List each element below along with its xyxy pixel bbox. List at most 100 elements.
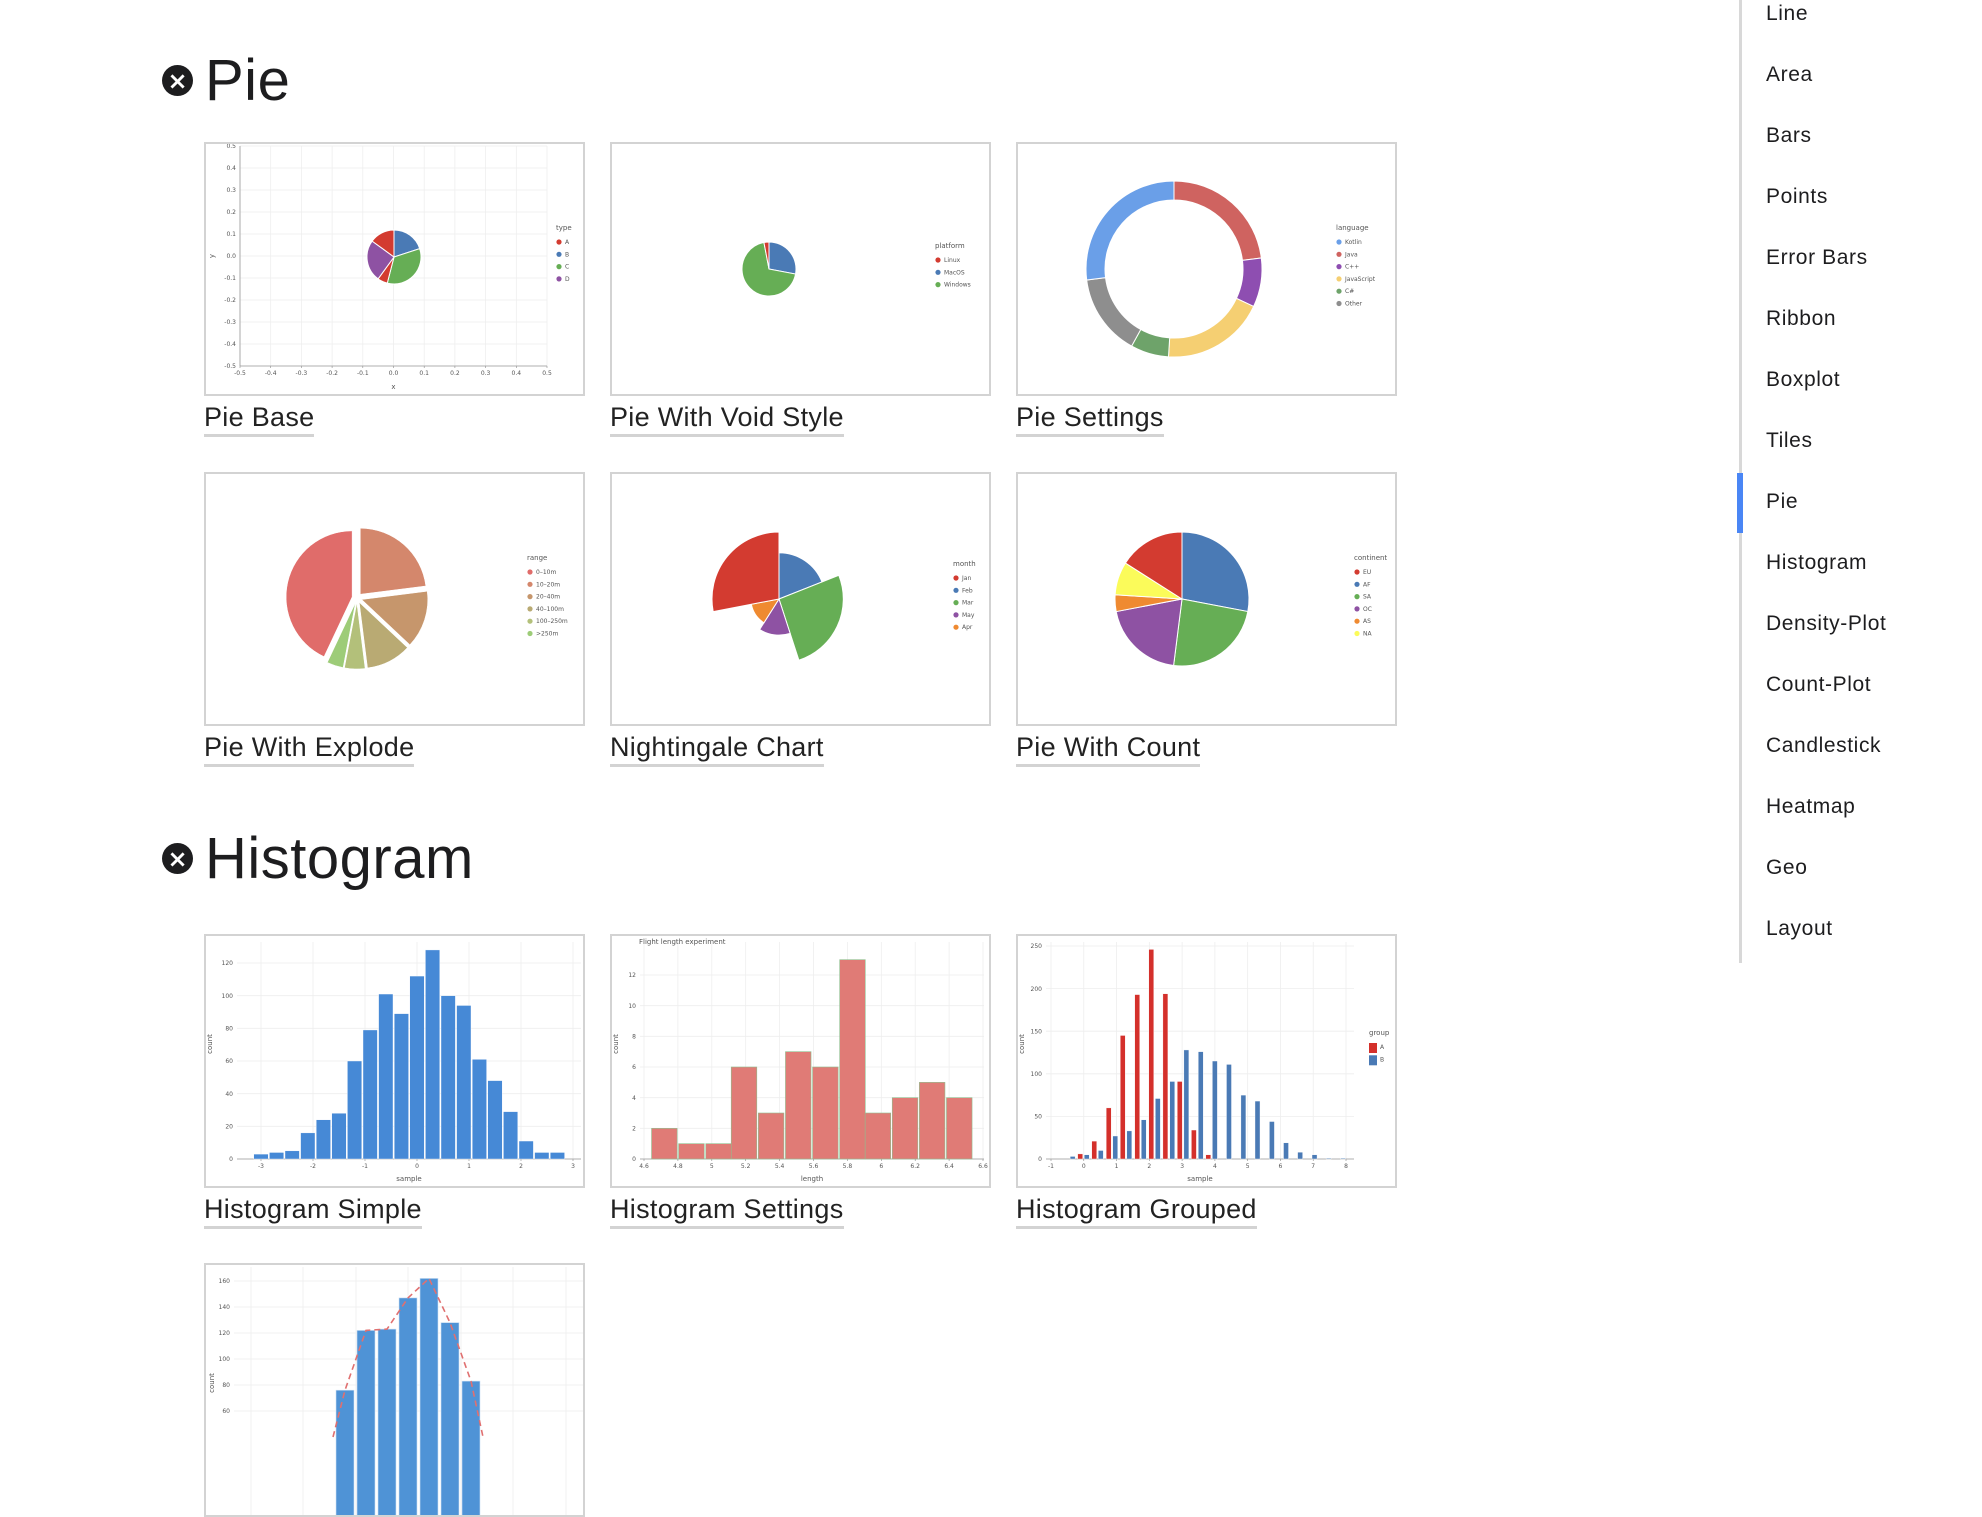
histogram-bar bbox=[456, 1005, 472, 1160]
legend-label: NA bbox=[1363, 631, 1372, 638]
pie-slice-0-10m bbox=[285, 530, 353, 657]
histogram-bar-a bbox=[1120, 1035, 1126, 1160]
legend-title: language bbox=[1336, 224, 1369, 232]
sidebar-item-line[interactable]: Line bbox=[1766, 2, 1809, 25]
x-tick-label: 1 bbox=[1115, 1163, 1119, 1170]
chart-thumbnail[interactable]: range 0–10m 10–20m 20–40m 40–100m 100–250m >25… bbox=[204, 472, 585, 726]
gallery-card-nightingale-chart[interactable]: month Jan Feb Mar May Apr Nightingale Chart bbox=[610, 472, 991, 767]
close-circle-icon[interactable]: × bbox=[162, 65, 193, 96]
chart-thumbnail[interactable]: 60 80 100 120 140 160 count bbox=[204, 1263, 585, 1517]
gallery-card-pie-settings[interactable]: language Kotlin Java C++ JavaScript C# Other Pi… bbox=[1016, 142, 1397, 437]
close-circle-icon[interactable]: × bbox=[162, 843, 193, 874]
chart-thumbnail[interactable]: month Jan Feb Mar May Apr bbox=[610, 472, 991, 726]
sidebar-item-area[interactable]: Area bbox=[1766, 63, 1813, 86]
histogram-bar bbox=[839, 959, 866, 1160]
chart-caption-link[interactable]: Pie Base bbox=[204, 402, 315, 437]
legend-title: range bbox=[527, 554, 547, 562]
sidebar-item-ribbon[interactable]: Ribbon bbox=[1766, 307, 1837, 330]
x-tick-label: 6 bbox=[1279, 1163, 1283, 1170]
chart-caption-link[interactable]: Nightingale Chart bbox=[610, 732, 824, 767]
gallery-card-pie-base[interactable]: 0.5 0.4 0.3 0.2 0.1 0.0 -0.1 -0.2 -0.3 -0.4 -0.5 -0… bbox=[204, 142, 585, 437]
pie-slice-mar bbox=[778, 574, 844, 661]
chart-caption-link[interactable]: Histogram Settings bbox=[610, 1194, 844, 1229]
y-tick-label: 0.5 bbox=[226, 144, 236, 150]
x-tick-label: 4.6 bbox=[639, 1163, 649, 1170]
sidebar-item-histogram[interactable]: Histogram bbox=[1766, 551, 1868, 574]
sidebar-item-bars[interactable]: Bars bbox=[1766, 124, 1812, 147]
pie-slice-20-40m bbox=[361, 590, 428, 646]
histogram-bar-b bbox=[1169, 1081, 1175, 1160]
chart-thumbnail[interactable]: 0 50 100 150 200 250 -1 0 1 2 3 4 5 6 7 8 sample count gro… bbox=[1016, 934, 1397, 1188]
pie-slice-250m bbox=[327, 602, 356, 668]
gallery-card-histogram-simple[interactable]: 0 20 40 60 80 100 120 -3 -2 -1 0 1 2 3 sample count Hist… bbox=[204, 934, 585, 1229]
histogram-bar-b bbox=[1297, 1151, 1303, 1160]
x-tick-label: 0.5 bbox=[542, 370, 552, 377]
y-tick-label: 160 bbox=[219, 1278, 231, 1285]
sidebar-item-candlestick[interactable]: Candlestick bbox=[1766, 734, 1882, 757]
chart-caption-link[interactable]: Pie With Explode bbox=[204, 732, 415, 767]
x-tick-label: 5.2 bbox=[741, 1163, 751, 1170]
legend-label: May bbox=[962, 612, 975, 619]
chart-caption-link[interactable]: Pie With Count bbox=[1016, 732, 1201, 767]
chart-thumbnail[interactable]: 0.5 0.4 0.3 0.2 0.1 0.0 -0.1 -0.2 -0.3 -0.4 -0.5 -0… bbox=[204, 142, 585, 396]
y-tick-label: 0.2 bbox=[226, 209, 236, 216]
y-axis-label: count bbox=[206, 1034, 214, 1054]
legend-label: AS bbox=[1363, 618, 1371, 625]
sidebar-item-boxplot[interactable]: Boxplot bbox=[1766, 368, 1841, 391]
chart-title: Flight length experiment bbox=[639, 938, 726, 946]
y-tick-label: 0.1 bbox=[226, 231, 236, 238]
gallery-card-pie-with-count[interactable]: continent EU AF SA OC AS NA Pie With Count bbox=[1016, 472, 1397, 767]
gallery-card-pie-with-void-style[interactable]: platform Linux MacOS Windows Pie With Void S… bbox=[610, 142, 991, 437]
legend-swatch bbox=[1336, 239, 1342, 245]
sidebar-item-layout[interactable]: Layout bbox=[1766, 917, 1833, 940]
chart-caption-link[interactable]: Pie With Void Style bbox=[610, 402, 844, 437]
chart-caption-link[interactable]: Histogram Simple bbox=[204, 1194, 422, 1229]
histogram-bar bbox=[269, 1152, 285, 1160]
legend-swatch bbox=[935, 257, 941, 263]
chart-thumbnail[interactable]: language Kotlin Java C++ JavaScript C# Other bbox=[1016, 142, 1397, 396]
chart-caption-link[interactable]: Histogram Grouped bbox=[1016, 1194, 1257, 1229]
histogram-bar-a bbox=[1091, 1140, 1097, 1160]
sidebar-item-points[interactable]: Points bbox=[1766, 185, 1828, 208]
legend-label: B bbox=[565, 251, 569, 258]
sidebar-item-error-bars[interactable]: Error Bars bbox=[1766, 246, 1868, 269]
gallery-card-item[interactable]: 60 80 100 120 140 160 count bbox=[204, 1263, 585, 1517]
sidebar-item-pie[interactable]: Pie bbox=[1766, 490, 1799, 513]
histogram-bar bbox=[534, 1152, 550, 1160]
gallery-card-histogram-grouped[interactable]: 0 50 100 150 200 250 -1 0 1 2 3 4 5 6 7 8 sample count gro… bbox=[1016, 934, 1397, 1229]
sidebar-item-geo[interactable]: Geo bbox=[1766, 856, 1808, 879]
y-tick-label: 12 bbox=[628, 972, 636, 979]
chart-thumbnail[interactable]: 0 20 40 60 80 100 120 -3 -2 -1 0 1 2 3 sample count bbox=[204, 934, 585, 1188]
histogram-bar-a bbox=[1105, 1107, 1112, 1160]
x-axis-label: length bbox=[801, 1175, 823, 1183]
legend-label: Apr bbox=[962, 624, 973, 631]
sidebar-item-count-plot[interactable]: Count-Plot bbox=[1766, 673, 1872, 696]
y-tick-label: 80 bbox=[222, 1382, 230, 1389]
chart-svg: 60 80 100 120 140 160 count bbox=[208, 1267, 583, 1515]
legend-label: B bbox=[1380, 1056, 1384, 1063]
chart-caption-link[interactable]: Pie Settings bbox=[1016, 402, 1164, 437]
y-tick-label: -0.2 bbox=[224, 297, 236, 304]
chart-thumbnail[interactable]: 0 2 4 6 8 10 12 4.6 4.8 5 5.2 5.4 5.6 5.8 6 6.2 6.4 6.6 le… bbox=[610, 934, 991, 1188]
chart-thumbnail[interactable]: continent EU AF SA OC AS NA bbox=[1016, 472, 1397, 726]
sidebar-item-density-plot[interactable]: Density-Plot bbox=[1766, 612, 1887, 635]
legend-label: EU bbox=[1363, 569, 1371, 576]
legend-title: type bbox=[556, 224, 572, 232]
sidebar-item-heatmap[interactable]: Heatmap bbox=[1766, 795, 1856, 818]
legend-label: A bbox=[565, 239, 570, 246]
gallery-card-histogram-settings[interactable]: 0 2 4 6 8 10 12 4.6 4.8 5 5.2 5.4 5.6 5.8 6 6.2 6.4 6.6 le… bbox=[610, 934, 991, 1229]
gallery-card-pie-with-explode[interactable]: range 0–10m 10–20m 20–40m 40–100m 100–250m >25… bbox=[204, 472, 585, 767]
y-tick-label: 140 bbox=[219, 1304, 231, 1311]
sidebar-item-tiles[interactable]: Tiles bbox=[1766, 429, 1813, 452]
legend-swatch bbox=[953, 587, 959, 593]
chart-thumbnail[interactable]: platform Linux MacOS Windows bbox=[610, 142, 991, 396]
x-axis-label: sample bbox=[396, 1175, 421, 1183]
y-tick-label: 100 bbox=[1031, 1071, 1043, 1078]
legend-label: C# bbox=[1345, 288, 1354, 295]
y-tick-label: 2 bbox=[632, 1126, 636, 1133]
y-tick-label: 150 bbox=[1031, 1028, 1043, 1035]
histogram-bar-b bbox=[1340, 1157, 1346, 1160]
x-tick-label: -0.5 bbox=[234, 370, 246, 377]
section-title: Pie bbox=[205, 48, 291, 113]
legend-swatch bbox=[1336, 276, 1342, 282]
